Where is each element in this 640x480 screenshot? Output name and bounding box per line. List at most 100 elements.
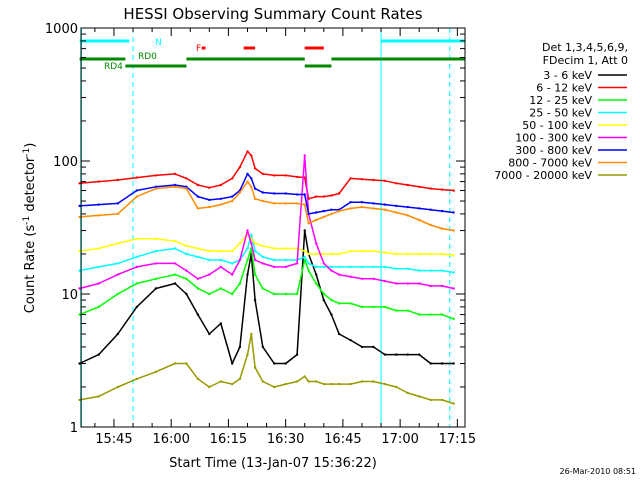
series-0-point-8 [208,332,211,336]
series-7-point-12 [246,180,249,183]
series-0-point-14 [253,298,257,302]
series-2-point-12 [246,258,249,262]
series-6-point-12 [246,172,249,176]
series-4-point-33 [440,252,444,256]
series-6-point-4 [154,185,158,188]
legend-label-6: 300 - 800 keV [515,144,592,157]
series-8-point-10 [231,382,234,386]
series-8-point-18 [295,380,299,383]
series-6-point-18 [295,193,299,196]
series-2-point-16 [273,292,276,296]
series-8-point-3 [135,377,138,381]
series-1-point-28 [383,179,387,182]
series-2-point-22 [322,292,325,296]
series-6-point-9 [219,197,222,200]
y-tick-label-3: 1000 [45,22,78,37]
series-7-point-0 [78,215,81,219]
series-8-point-6 [185,362,188,365]
series-0-point-3 [135,305,138,309]
series-2-point-9 [219,287,222,290]
series-7-point-27 [372,207,375,210]
series-7-point-22 [322,215,325,219]
series-4-point-17 [284,247,287,250]
series-5-point-12 [246,229,249,232]
series-8-point-28 [383,382,387,386]
series-1-point-4 [154,174,158,177]
x-axis-label: Start Time (13-Jan-07 15:36:22) [169,456,377,471]
series-4-point-7 [196,247,200,250]
series-6-point-32 [429,208,432,211]
y-axis-label-main: Count Rate (s [23,225,38,314]
series-3-point-29 [395,267,398,270]
series-7-point-11 [238,191,242,194]
series-8-point-31 [418,395,421,398]
series-7-point-4 [154,187,158,190]
series-8-point-5 [173,362,177,365]
series-7-point-2 [116,212,120,216]
series-3-point-32 [429,269,432,272]
series-5-point-28 [383,279,387,283]
series-0-point-18 [295,353,299,356]
series-3-point-3 [135,255,138,259]
series-4-point-23 [330,252,333,256]
x-tick-label-2: 16:15 [210,432,247,447]
series-6-point-16 [273,192,276,195]
series-0-point-21 [315,273,318,276]
series-5-point-7 [196,277,200,280]
series-4-point-11 [238,242,242,245]
series-4-point-15 [261,244,264,248]
series-3-point-25 [349,265,352,269]
y-axis-label-sup1: -1 [22,216,32,225]
series-5-point-34 [452,287,455,290]
series-2-point-27 [372,305,375,309]
series-8-point-33 [440,398,444,402]
series-0-point-29 [395,353,398,356]
series-3-point-20 [307,262,310,265]
series-7-point-16 [273,202,276,205]
series-0-point-1 [97,353,100,356]
series-0-point-30 [406,353,409,356]
series-2-point-23 [330,298,333,302]
series-8-point-2 [116,385,120,389]
y-tick-label-1: 10 [61,288,78,303]
series-4-point-4 [154,237,158,240]
state-label-n: N [155,38,162,48]
series-6-point-2 [116,202,120,205]
series-2-point-33 [440,313,444,316]
series-2-point-30 [406,309,409,312]
series-3-point-2 [116,262,120,265]
series-4-point-28 [383,251,387,254]
series-7-point-32 [429,223,432,227]
series-4-point-10 [231,249,234,253]
series-0-point-12 [246,273,249,276]
series-5-point-27 [372,277,375,280]
series-0-point-4 [154,287,158,290]
series-2-point-31 [418,313,421,316]
series-5-point-8 [208,273,211,276]
chart-title: HESSI Observing Summary Count Rates [123,5,422,23]
series-1-point-32 [429,187,432,190]
y-axis-label-sup2: -1 [22,148,32,157]
series-1-point-22 [322,195,325,198]
series-8-point-22 [322,382,325,386]
series-6-point-30 [406,205,409,209]
series-2-point-21 [315,282,318,285]
series-3-point-22 [322,265,325,269]
series-6-point-8 [208,198,211,202]
series-8-point-15 [261,380,264,383]
series-4-point-29 [395,252,398,256]
legend-header-line-0: Det 1,3,4,5,6,9, [542,41,628,54]
series-7-point-28 [383,208,387,211]
series-6-point-15 [261,191,264,194]
series-8-point-24 [337,382,341,386]
series-6-point-33 [440,209,444,213]
series-4-point-3 [135,237,138,240]
series-5-point-0 [78,287,81,290]
series-8-point-19 [303,375,306,378]
series-6-point-13 [250,177,253,180]
series-1-point-8 [208,186,211,189]
series-5-point-33 [440,284,444,288]
series-5-point-31 [418,282,421,285]
series-4-point-27 [372,249,375,253]
series-8-point-34 [452,402,455,405]
